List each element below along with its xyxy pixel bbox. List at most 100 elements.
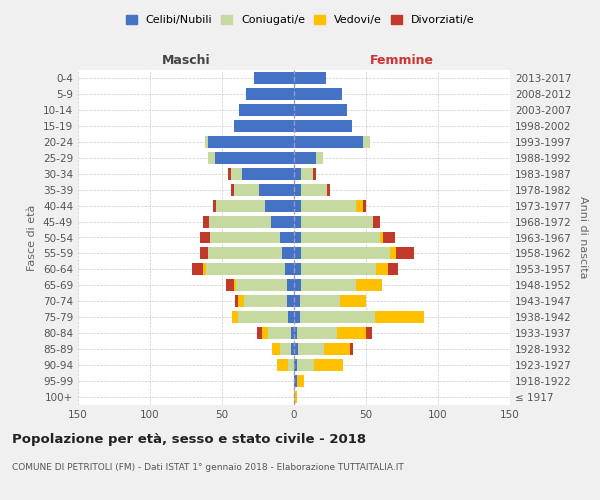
Bar (294, 104, 347, 116)
Bar (294, 327, 297, 339)
Bar (192, 264, 203, 276)
Bar (291, 327, 294, 339)
Bar (228, 168, 230, 179)
Bar (206, 264, 286, 276)
Bar (288, 312, 294, 323)
Bar (301, 216, 373, 228)
Bar (200, 232, 211, 243)
Bar (301, 184, 327, 196)
Bar (301, 232, 380, 243)
Bar (314, 359, 343, 371)
Bar (383, 232, 395, 243)
Bar (373, 216, 380, 228)
Bar (244, 296, 287, 308)
Y-axis label: Anni di nascita: Anni di nascita (578, 196, 588, 279)
Bar (391, 248, 396, 260)
Text: Popolazione per età, sesso e stato civile - 2018: Popolazione per età, sesso e stato civil… (12, 432, 366, 446)
Bar (280, 343, 291, 355)
Bar (236, 280, 287, 291)
Bar (294, 375, 297, 387)
Bar (226, 280, 233, 291)
Bar (363, 200, 366, 211)
Bar (262, 327, 268, 339)
Bar (396, 248, 413, 260)
Bar (208, 136, 294, 148)
Bar (211, 232, 280, 243)
Bar (294, 136, 363, 148)
Bar (286, 264, 294, 276)
Bar (203, 264, 206, 276)
Bar (301, 280, 356, 291)
Bar (374, 312, 424, 323)
Bar (230, 168, 242, 179)
Bar (294, 120, 352, 132)
Bar (287, 280, 294, 291)
Bar (294, 88, 341, 100)
Bar (316, 152, 323, 164)
Bar (294, 184, 301, 196)
Bar (257, 327, 262, 339)
Bar (294, 391, 297, 403)
Bar (230, 184, 233, 196)
Bar (294, 168, 301, 179)
Bar (283, 248, 294, 260)
Bar (294, 216, 301, 228)
Bar (356, 280, 382, 291)
Bar (294, 152, 316, 164)
Bar (214, 200, 216, 211)
Bar (340, 296, 366, 308)
Bar (376, 264, 388, 276)
Bar (294, 264, 301, 276)
Bar (301, 168, 313, 179)
Text: Femmine: Femmine (370, 54, 434, 67)
Bar (208, 248, 283, 260)
Bar (297, 327, 337, 339)
Bar (254, 72, 294, 84)
Bar (232, 312, 238, 323)
Bar (233, 120, 294, 132)
Bar (239, 104, 294, 116)
Bar (294, 200, 301, 211)
Bar (297, 375, 304, 387)
Bar (294, 343, 298, 355)
Legend: Celibi/Nubili, Coniugati/e, Vedovi/e, Divorziati/e: Celibi/Nubili, Coniugati/e, Vedovi/e, Di… (121, 10, 479, 30)
Bar (233, 280, 236, 291)
Bar (209, 216, 271, 228)
Bar (288, 359, 294, 371)
Bar (272, 343, 280, 355)
Bar (294, 248, 301, 260)
Bar (298, 343, 324, 355)
Bar (265, 200, 294, 211)
Bar (215, 152, 294, 164)
Bar (294, 359, 297, 371)
Bar (294, 232, 301, 243)
Bar (356, 200, 363, 211)
Bar (294, 72, 326, 84)
Bar (216, 200, 265, 211)
Bar (271, 216, 294, 228)
Bar (287, 296, 294, 308)
Bar (208, 152, 215, 164)
Bar (301, 248, 391, 260)
Bar (200, 248, 208, 260)
Bar (291, 343, 294, 355)
Bar (313, 168, 316, 179)
Bar (233, 184, 259, 196)
Bar (301, 200, 356, 211)
Bar (259, 184, 294, 196)
Text: Maschi: Maschi (161, 54, 211, 67)
Y-axis label: Fasce di età: Fasce di età (28, 204, 37, 270)
Bar (297, 359, 314, 371)
Bar (268, 327, 291, 339)
Bar (327, 184, 330, 196)
Bar (238, 296, 244, 308)
Bar (294, 280, 301, 291)
Bar (242, 168, 294, 179)
Bar (366, 327, 372, 339)
Bar (238, 312, 288, 323)
Bar (300, 312, 374, 323)
Bar (205, 136, 208, 148)
Bar (203, 216, 209, 228)
Bar (388, 264, 398, 276)
Bar (277, 359, 288, 371)
